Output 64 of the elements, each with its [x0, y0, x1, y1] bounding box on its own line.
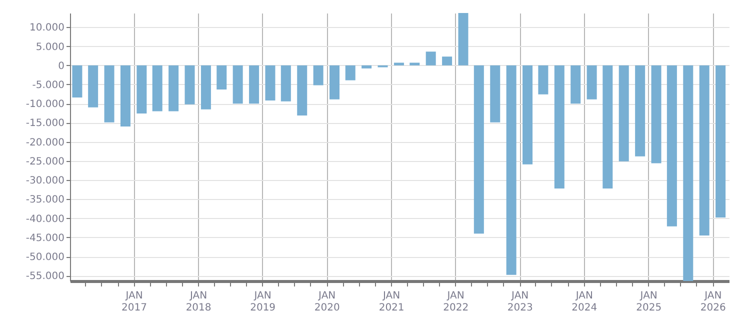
bar — [666, 65, 677, 226]
bar — [410, 62, 420, 66]
x-tick-label: JAN 2017 — [122, 290, 147, 313]
bar — [280, 65, 291, 102]
y-tick-label: -55.000 — [26, 271, 64, 282]
y-tick-label: 10.000 — [30, 22, 64, 34]
y-tick-label: -15.000 — [26, 118, 64, 130]
bar — [345, 65, 356, 80]
bar — [313, 65, 324, 86]
bar — [554, 65, 564, 188]
y-tick-label: -35.000 — [26, 194, 64, 206]
bar — [88, 65, 98, 108]
bar — [618, 65, 629, 162]
y-tick-label: -30.000 — [26, 176, 64, 187]
bar — [570, 65, 581, 104]
bar — [394, 62, 404, 66]
bar — [716, 65, 726, 218]
bar — [265, 65, 276, 101]
y-tick-label: -45.000 — [26, 232, 64, 244]
bar — [474, 65, 484, 234]
bar — [104, 65, 114, 122]
bar — [586, 65, 597, 100]
bar — [683, 65, 694, 281]
bar — [249, 65, 260, 104]
bar — [635, 65, 646, 156]
x-tick-label: JAN 2019 — [250, 290, 276, 313]
x-tick-label: JAN 2025 — [636, 290, 662, 313]
y-tick-label: 0 — [58, 60, 64, 72]
bar — [458, 13, 468, 66]
bar — [232, 65, 243, 104]
bar — [362, 65, 372, 68]
y-tick-label: -50.000 — [26, 252, 64, 264]
y-tick-label: -20.000 — [26, 137, 64, 148]
y-tick-label: -25.000 — [26, 156, 64, 168]
bar — [168, 65, 179, 112]
bar — [184, 65, 195, 104]
x-tick-label: JAN 2024 — [572, 290, 598, 313]
bar — [506, 65, 516, 275]
x-tick-label: JAN 2018 — [186, 290, 212, 313]
bar — [699, 65, 710, 236]
bar — [426, 52, 436, 66]
bar — [602, 65, 613, 188]
bar — [490, 65, 500, 122]
x-tick-label: JAN 2020 — [314, 290, 340, 313]
bar — [442, 56, 452, 66]
x-tick-label: JAN 2021 — [378, 290, 404, 313]
bar — [216, 65, 227, 90]
bar — [651, 65, 662, 164]
bar — [200, 65, 211, 110]
bar — [120, 65, 130, 127]
y-tick-label: -40.000 — [26, 214, 64, 225]
bar — [297, 65, 308, 116]
x-tick-label: JAN 2023 — [507, 290, 533, 313]
y-tick-label: 5.000 — [36, 42, 64, 53]
bar — [72, 65, 82, 98]
x-tick-label: JAN 2022 — [443, 290, 469, 313]
bar — [136, 65, 147, 114]
bar — [330, 65, 340, 100]
x-tick-label: JAN 2026 — [700, 290, 726, 313]
bar — [538, 65, 548, 94]
y-tick-label: -10.000 — [26, 99, 64, 110]
y-tick-label: -5.000 — [32, 80, 64, 91]
bar — [152, 65, 162, 112]
bar — [522, 65, 533, 164]
